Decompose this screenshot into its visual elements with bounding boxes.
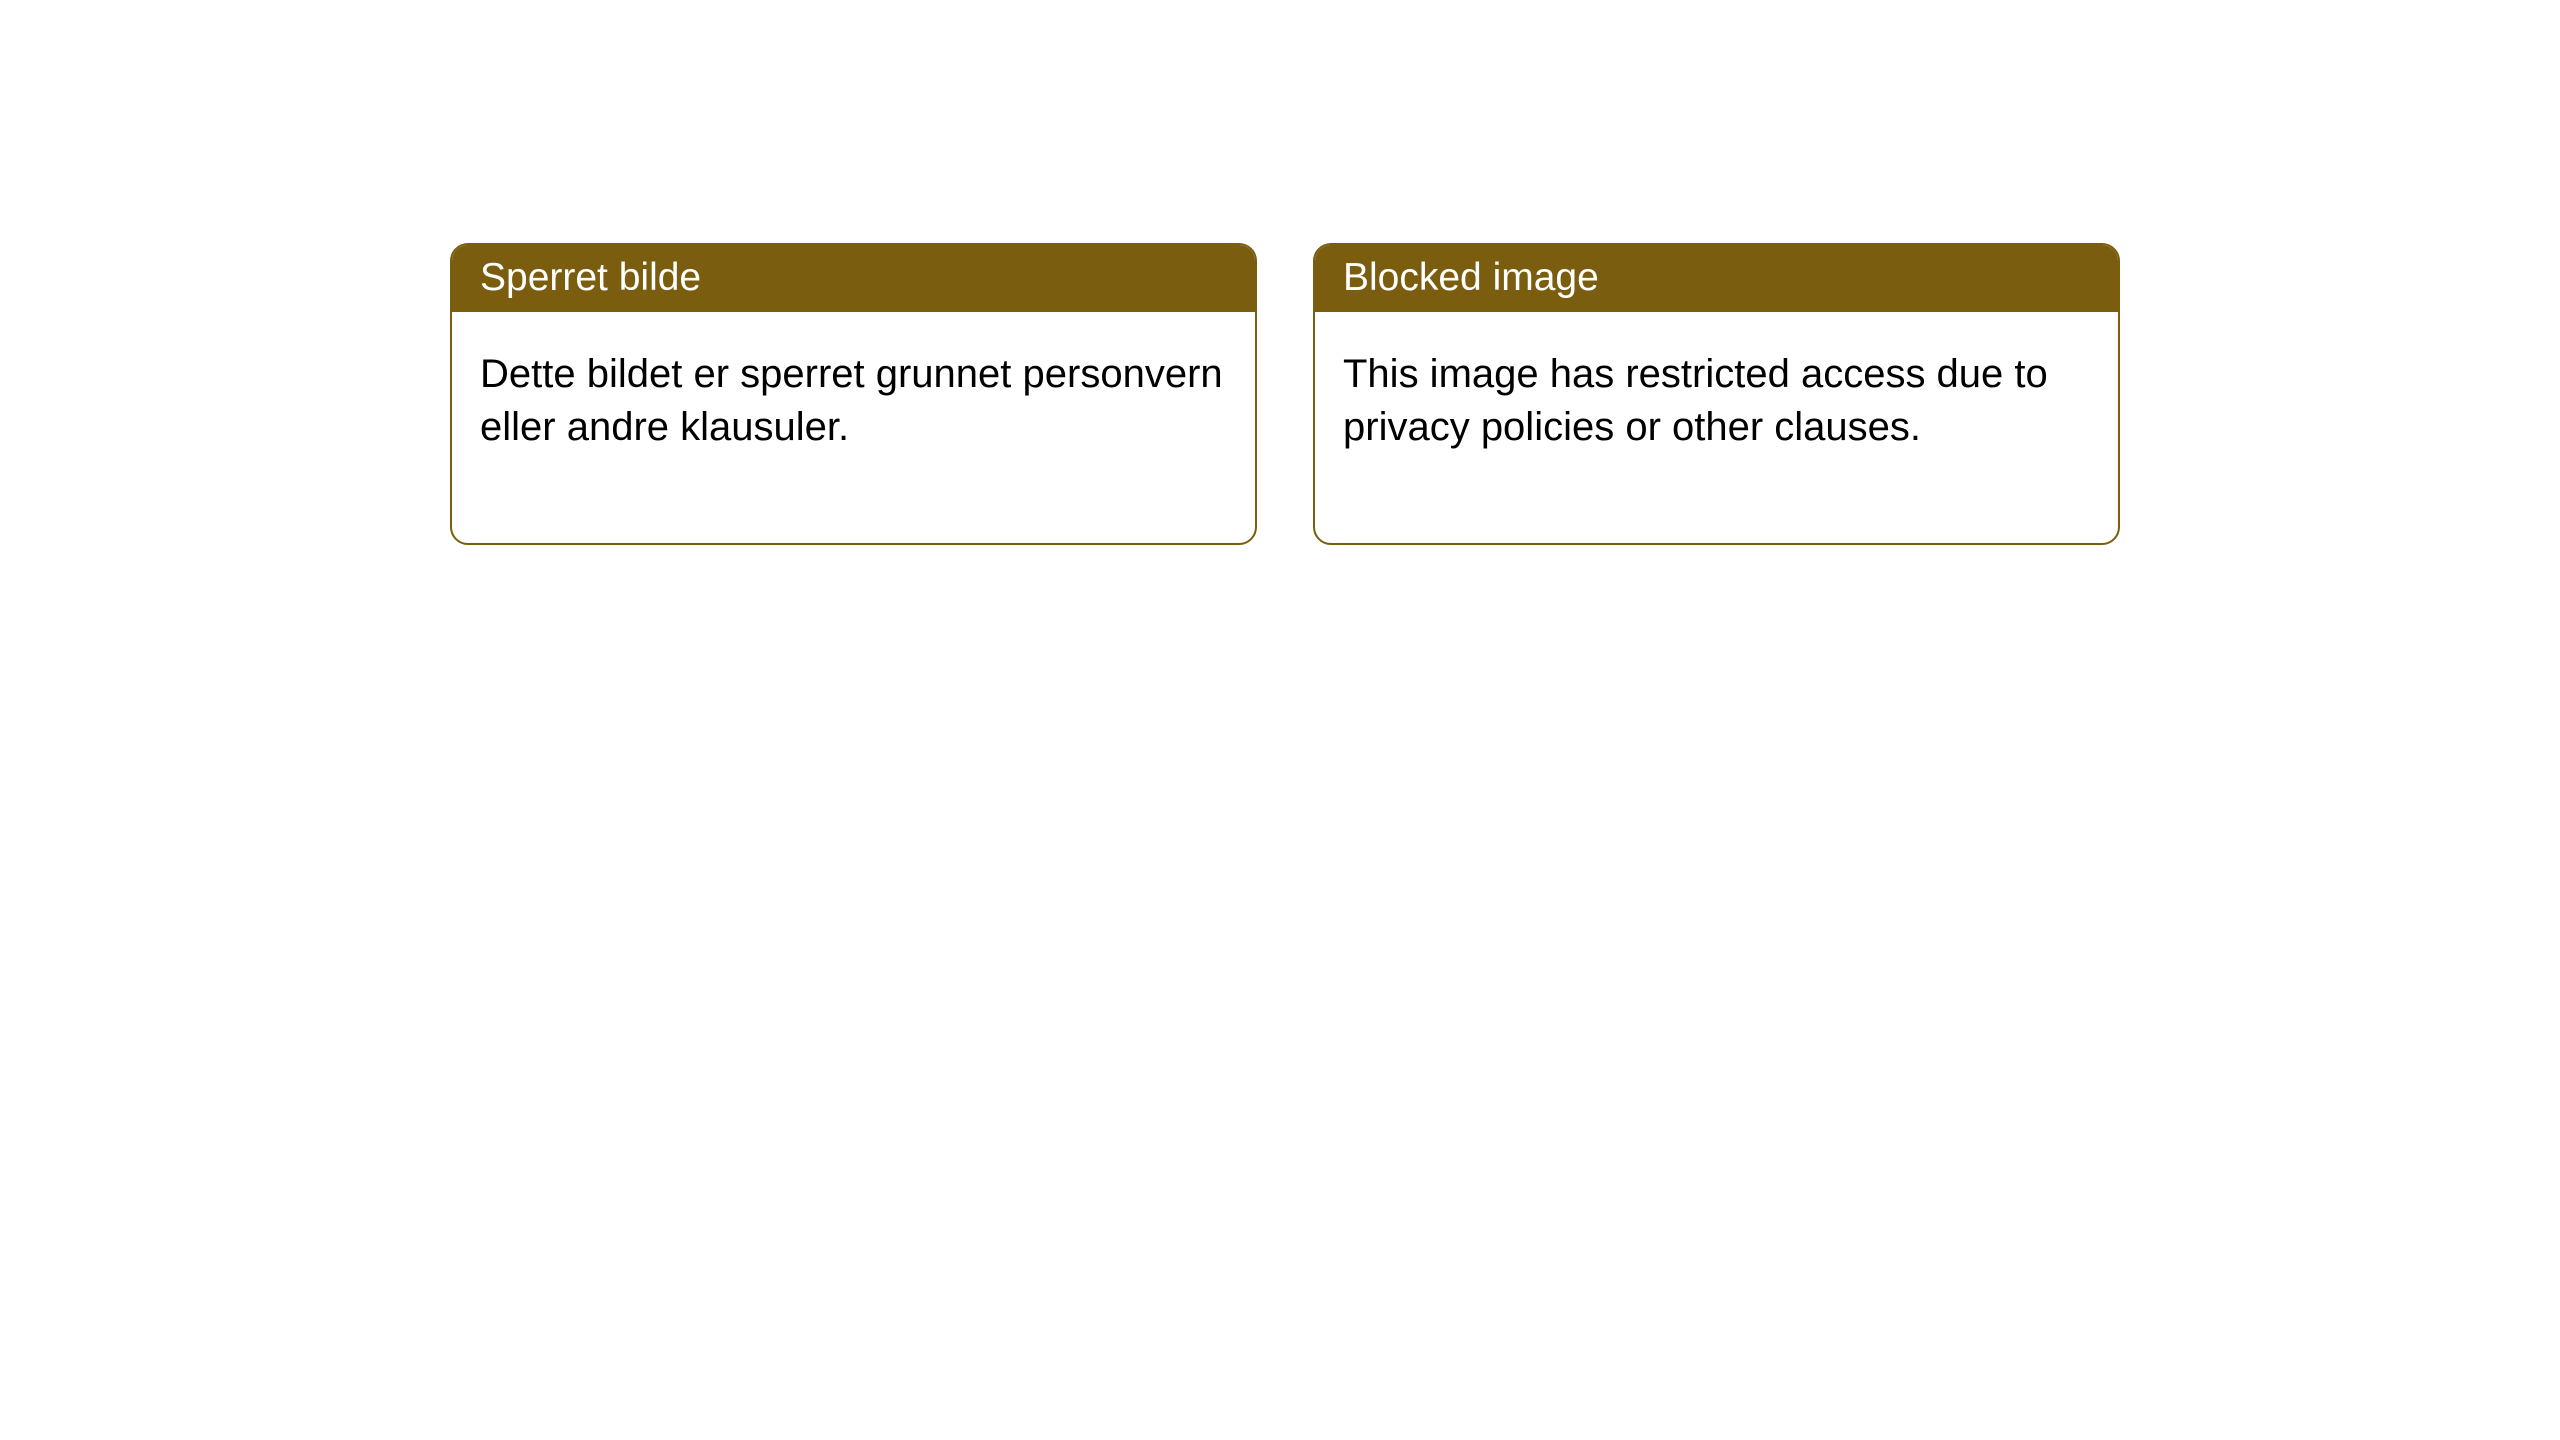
- card-header: Sperret bilde: [452, 245, 1255, 312]
- card-title: Blocked image: [1343, 256, 1599, 299]
- card-body: This image has restricted access due to …: [1315, 312, 2118, 544]
- card-body: Dette bildet er sperret grunnet personve…: [452, 312, 1255, 544]
- notice-card-english: Blocked image This image has restricted …: [1313, 243, 2120, 545]
- card-message: This image has restricted access due to …: [1343, 352, 2048, 449]
- notice-card-norwegian: Sperret bilde Dette bildet er sperret gr…: [450, 243, 1257, 545]
- card-message: Dette bildet er sperret grunnet personve…: [480, 352, 1223, 449]
- card-title: Sperret bilde: [480, 256, 701, 299]
- card-header: Blocked image: [1315, 245, 2118, 312]
- notice-container: Sperret bilde Dette bildet er sperret gr…: [450, 243, 2120, 545]
